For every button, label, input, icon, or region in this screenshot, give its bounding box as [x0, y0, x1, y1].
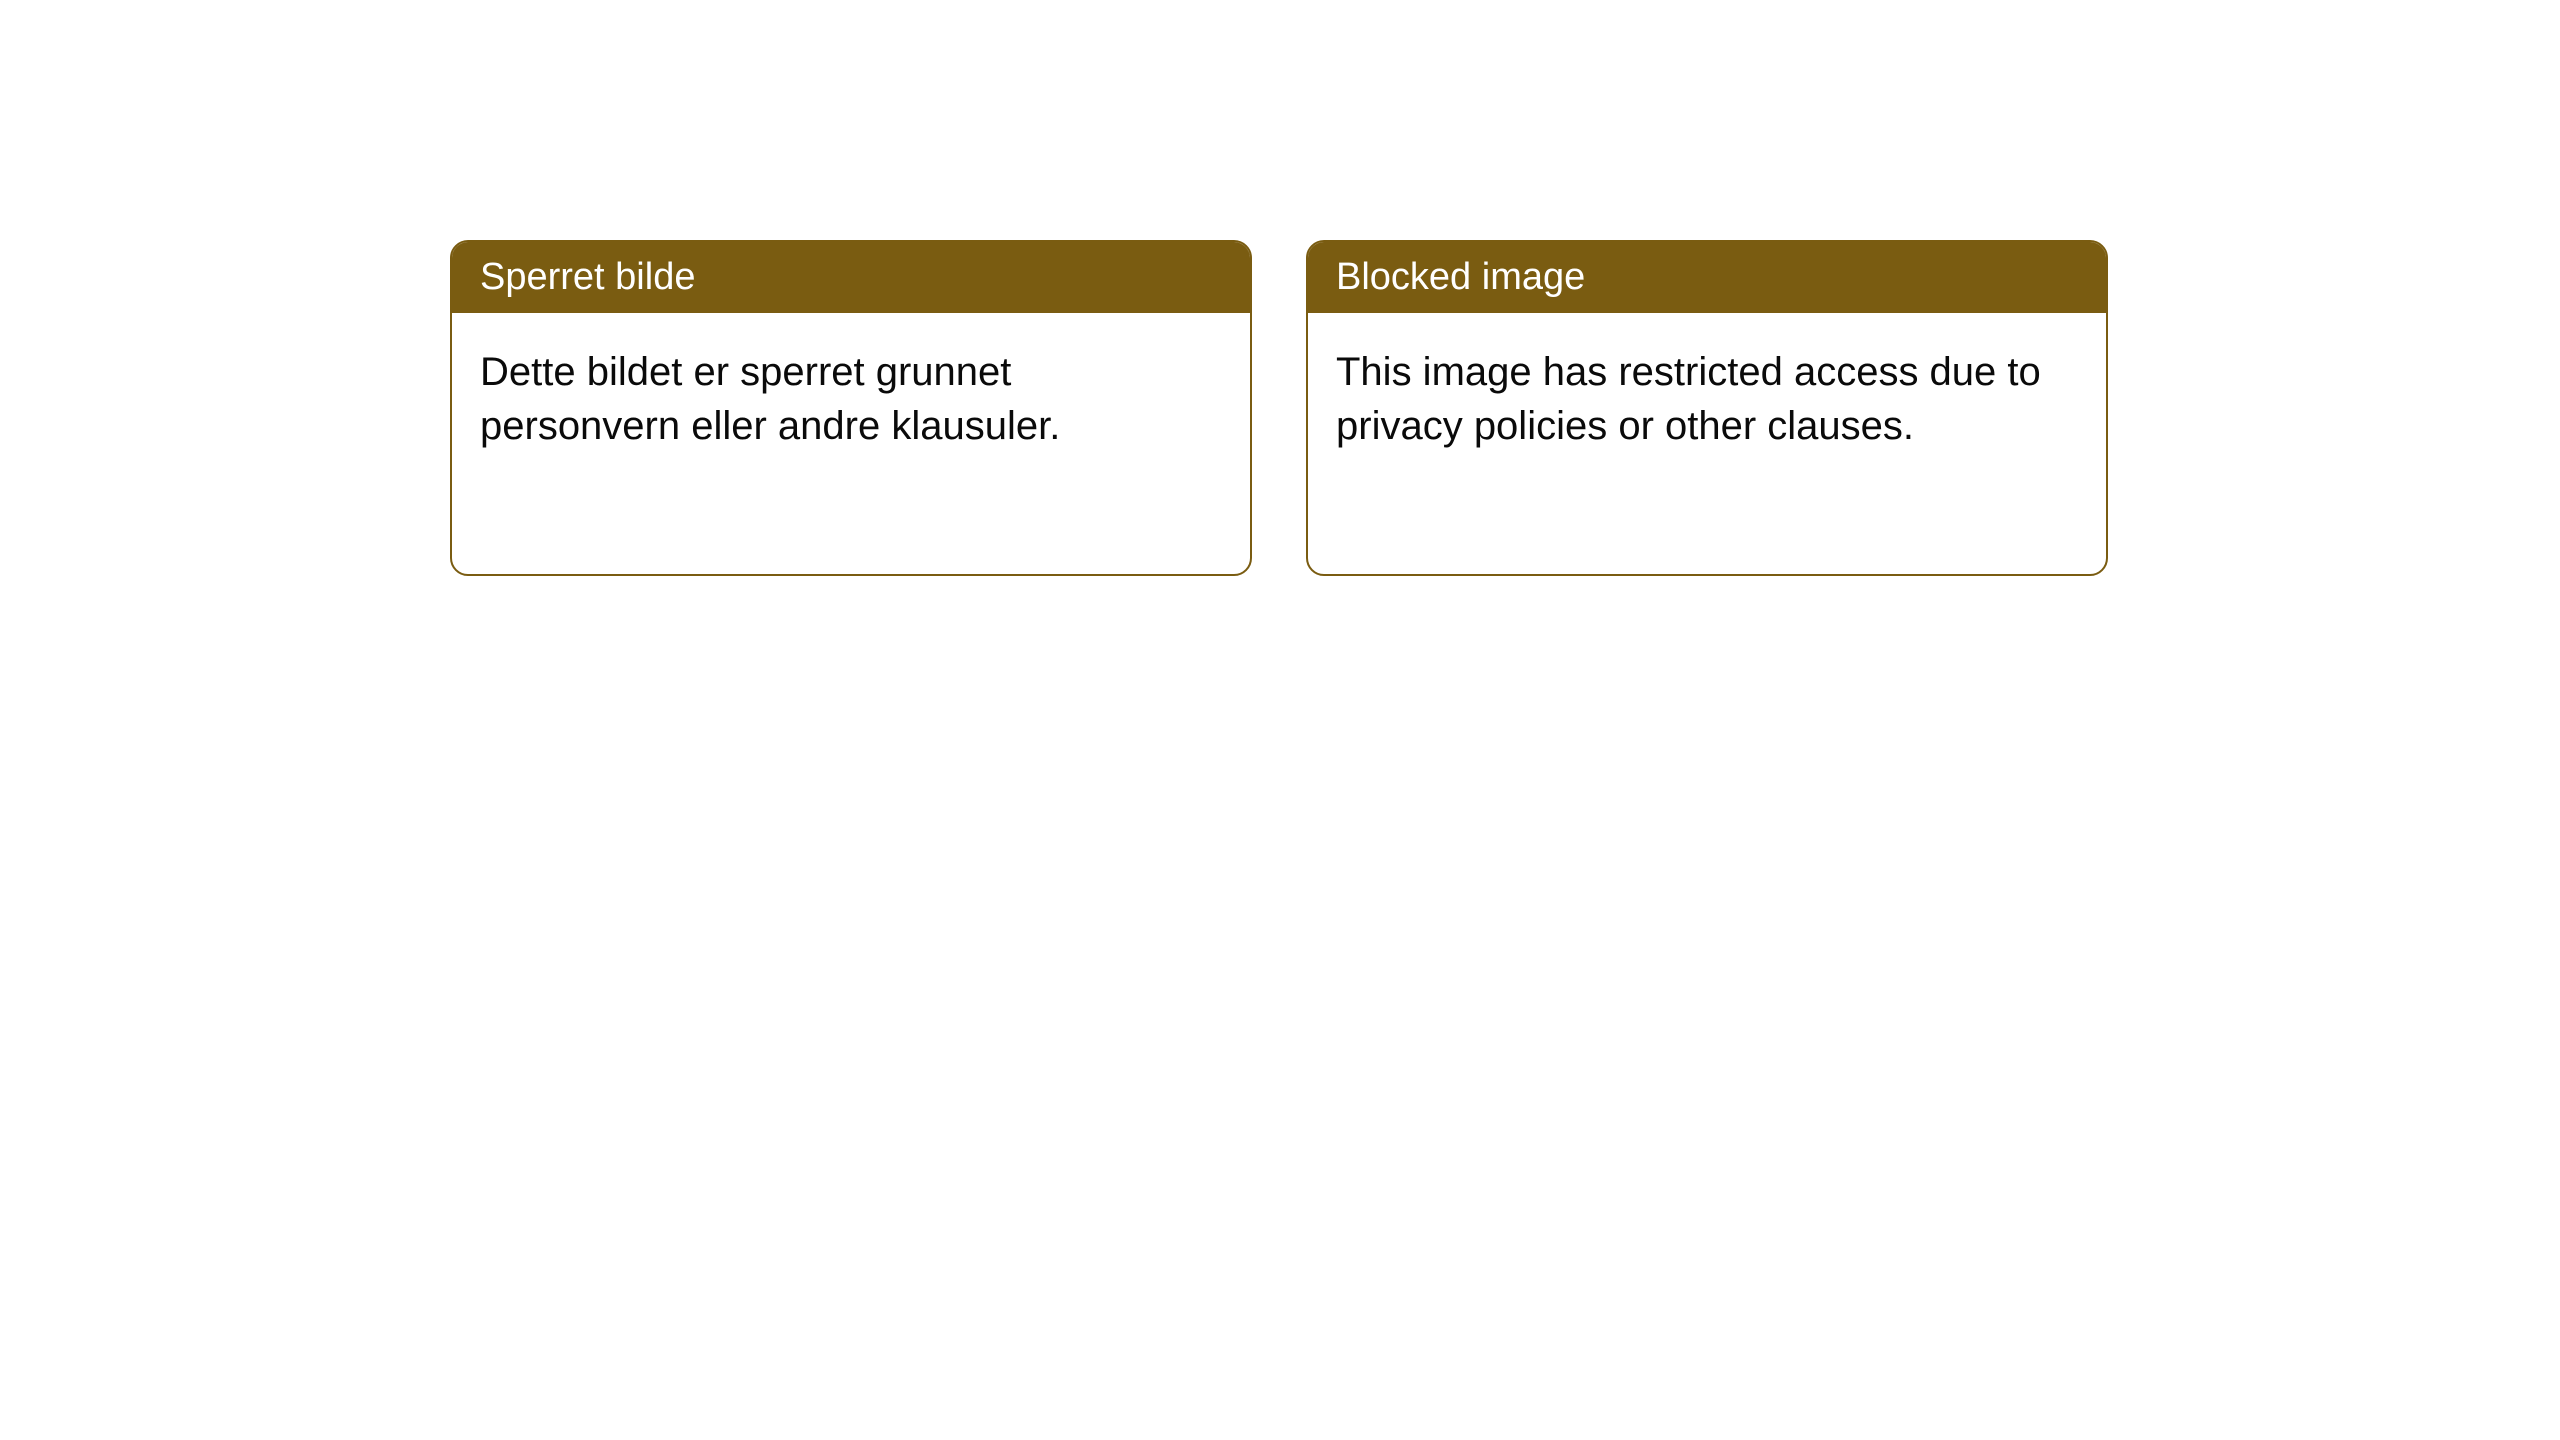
notice-card-body: Dette bildet er sperret grunnet personve… [452, 313, 1250, 485]
notice-card-title: Sperret bilde [452, 242, 1250, 313]
notice-card-body: This image has restricted access due to … [1308, 313, 2106, 485]
notice-container: Sperret bilde Dette bildet er sperret gr… [450, 240, 2108, 576]
notice-card-norwegian: Sperret bilde Dette bildet er sperret gr… [450, 240, 1252, 576]
notice-card-english: Blocked image This image has restricted … [1306, 240, 2108, 576]
notice-card-title: Blocked image [1308, 242, 2106, 313]
